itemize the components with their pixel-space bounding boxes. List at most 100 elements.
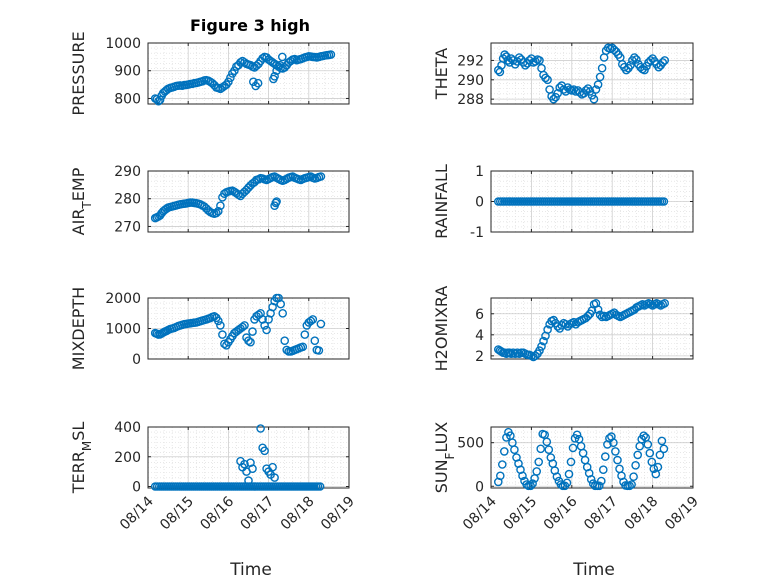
data-point	[300, 330, 310, 339]
panel-left-2: 0 1000 2000 MIXDEPTH	[69, 287, 350, 370]
y-tick-label: 270	[114, 219, 141, 235]
data-point	[657, 436, 667, 446]
y-tick-label: 292	[457, 53, 484, 69]
data-point	[531, 351, 540, 361]
data-point	[218, 330, 227, 339]
figure-title: Figure 3 high	[190, 16, 310, 35]
data-point	[226, 73, 235, 82]
data-point	[601, 452, 610, 461]
data-point	[626, 61, 635, 70]
data-point	[611, 447, 620, 456]
series-points-right-2	[493, 298, 670, 362]
data-point	[278, 308, 288, 318]
data-point	[316, 172, 326, 181]
data-point	[244, 476, 253, 485]
data-point	[557, 320, 567, 330]
y-tick-label: 400	[114, 420, 141, 436]
data-point	[534, 457, 544, 467]
data-point	[499, 447, 509, 456]
y-tick-label: 1000	[105, 322, 141, 338]
data-point	[536, 444, 546, 454]
y-tick-label: 4	[475, 328, 484, 344]
data-point	[262, 325, 271, 335]
data-point	[589, 94, 599, 104]
data-point	[277, 52, 287, 62]
data-point	[280, 336, 290, 346]
x-axis-label-left: Time	[229, 560, 272, 580]
panel-left-0: 800 900 1000 PRESSURE	[69, 31, 350, 116]
y-tick-label: 280	[114, 192, 141, 208]
y-tick-label: 0	[132, 480, 141, 496]
data-point	[543, 75, 552, 85]
y-tick-label: 0	[475, 195, 484, 211]
data-point	[627, 480, 636, 489]
data-point	[659, 444, 669, 454]
data-point	[553, 89, 563, 98]
data-point	[595, 481, 604, 491]
data-point	[591, 85, 601, 94]
y-tick-label: 1000	[105, 36, 141, 52]
data-point	[256, 424, 265, 433]
data-point	[543, 325, 552, 334]
y-axis-label-right-2: H2OMIXRA	[432, 286, 451, 372]
data-point	[316, 319, 326, 329]
y-tick-label: 2000	[105, 291, 141, 307]
data-point	[230, 66, 239, 75]
panel-right-1: -1 0 1 RAINFALL	[432, 164, 694, 241]
data-point	[566, 457, 576, 467]
y-axis-label-subscript: T	[80, 201, 94, 210]
data-point	[649, 464, 659, 474]
data-point	[522, 480, 531, 489]
data-point	[542, 437, 552, 447]
data-point	[286, 56, 296, 66]
panel-right-2: 2 4 6 H2OMIXRA	[432, 286, 694, 372]
data-point	[639, 431, 649, 441]
data-point	[653, 462, 663, 472]
data-point	[569, 317, 579, 327]
axes-box	[490, 42, 694, 105]
axes-box	[147, 42, 350, 105]
data-point	[595, 72, 605, 82]
data-point	[298, 342, 308, 352]
data-point	[568, 443, 578, 453]
data-point	[599, 465, 608, 475]
series-points-left-1	[150, 172, 326, 223]
data-point	[537, 342, 546, 351]
y-axis-label-right-0: THETA	[432, 48, 451, 100]
y-tick-label: 290	[457, 73, 484, 89]
data-point	[632, 55, 641, 64]
y-tick-label: 288	[457, 92, 484, 108]
y-tick-label: 1	[475, 164, 484, 180]
data-point	[308, 315, 318, 324]
y-tick-label: 0	[132, 352, 141, 368]
data-point	[532, 467, 542, 476]
y-tick-label: 200	[114, 450, 141, 466]
y-axis-label-left-2: MIXDEPTH	[69, 287, 88, 370]
data-point	[306, 316, 316, 326]
data-point	[276, 299, 286, 309]
y-axis-label-right-3: SUNFLUX	[432, 422, 457, 494]
data-point	[597, 63, 607, 73]
y-axis-label-main: AIR	[69, 209, 88, 236]
y-tick-label: 6	[475, 307, 484, 323]
data-point	[248, 77, 258, 87]
data-point	[597, 476, 606, 486]
data-point	[525, 56, 534, 65]
panel-left-1: 270 280 290 AIRTEMP	[69, 164, 350, 236]
data-point	[593, 305, 603, 314]
data-point	[495, 471, 505, 481]
data-point	[224, 77, 233, 87]
y-axis-label-subscript: M	[80, 441, 94, 451]
y-axis-label-main: TERR	[69, 451, 88, 494]
data-point	[244, 336, 253, 346]
data-point	[236, 58, 245, 67]
y-tick-label: 900	[114, 64, 141, 80]
data-point	[660, 298, 670, 308]
data-point	[549, 94, 558, 104]
data-point	[559, 85, 569, 94]
data-point	[564, 469, 574, 479]
data-point	[541, 73, 550, 83]
data-point	[502, 433, 511, 442]
data-point	[583, 311, 593, 321]
